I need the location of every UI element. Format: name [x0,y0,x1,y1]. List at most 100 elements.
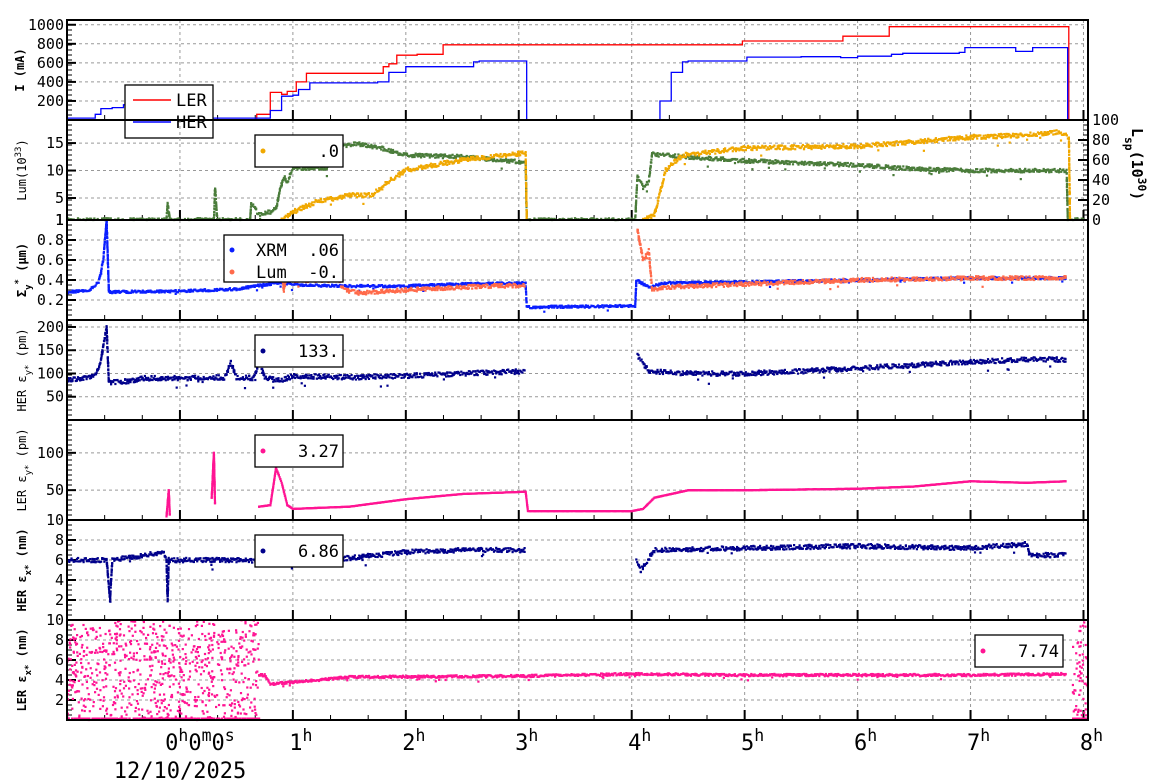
data-point [519,160,522,163]
data-point [365,293,368,296]
data-point [913,142,916,145]
data-point [927,137,930,140]
data-point [1068,156,1071,160]
data-point [696,283,699,286]
data-point [449,154,452,157]
right-y-axis-title: Lsp(1030) [1123,128,1149,200]
data-point [648,171,652,175]
data-point [892,166,895,169]
data-point [1068,201,1071,204]
data-point [693,280,696,283]
data-point [726,150,729,153]
label-part: ) [15,139,29,146]
data-point [1011,281,1014,284]
data-point [939,138,942,141]
data-point [215,215,219,218]
data-point [305,168,308,171]
data-point [676,160,679,163]
data-point [1013,135,1016,138]
data-point [336,198,339,201]
data-point [714,152,717,155]
y-tick-label: 0.4 [37,271,64,289]
data-point [635,191,638,194]
data-point [105,227,108,230]
data-point [259,214,262,217]
data-point [448,285,451,288]
data-point [105,225,108,229]
data-point [744,284,747,287]
data-point [756,281,759,284]
data-point [106,236,109,239]
data-point [970,170,973,173]
data-point [650,216,653,220]
data-point [402,284,405,287]
data-point [438,286,441,289]
data-point [596,304,600,307]
data-point [919,169,922,172]
data-point [1068,213,1071,216]
data-point [1068,169,1071,172]
data-point [492,157,496,161]
data-point [460,153,463,157]
data-point [282,290,285,293]
data-point [742,160,745,164]
y-tick-label: 200 [37,92,64,110]
data-point [957,137,960,140]
data-point [660,186,663,189]
data-point [420,164,423,167]
data-point [914,142,917,145]
data-point [754,146,757,149]
right-y-tick-label: 20 [1092,191,1110,209]
data-point [472,156,475,159]
data-point [783,145,786,148]
data-point [497,286,500,289]
data-point [1064,170,1067,173]
data-point [800,145,803,148]
data-point [398,171,401,174]
data-point [496,158,499,161]
data-point [634,210,638,213]
data-point [364,195,367,198]
data-point [362,144,365,147]
data-point [587,304,590,307]
data-point [874,143,877,147]
data-point [842,164,845,167]
data-point [778,147,781,151]
data-point [917,169,920,172]
data-point [258,212,261,215]
data-point [1011,132,1015,135]
data-point [570,304,573,307]
data-point [635,281,638,284]
data-point [795,160,798,164]
data-point [737,147,740,150]
data-point [290,212,294,215]
data-point [820,147,823,150]
data-point [402,168,405,171]
data-point [429,162,432,165]
data-point [524,151,527,154]
data-point [249,286,252,289]
data-point [510,153,513,156]
data-point [160,289,163,292]
right-y-tick-label: 100 [1092,111,1119,129]
data-point [396,175,399,178]
data-point [583,306,586,309]
data-point [1012,168,1015,171]
data-point [283,175,286,178]
data-point [1052,133,1055,136]
data-point [559,306,562,309]
data-point [1065,168,1068,171]
data-point [366,289,369,292]
data-point [951,167,954,171]
data-point [977,134,980,137]
data-point [904,143,907,146]
data-point [357,293,360,296]
data-point [107,284,110,287]
data-point [716,282,719,285]
data-point [736,284,739,288]
data-point [913,166,916,169]
data-point [290,288,294,292]
data-point [929,166,932,169]
data-point [525,291,528,294]
data-point [640,249,643,252]
